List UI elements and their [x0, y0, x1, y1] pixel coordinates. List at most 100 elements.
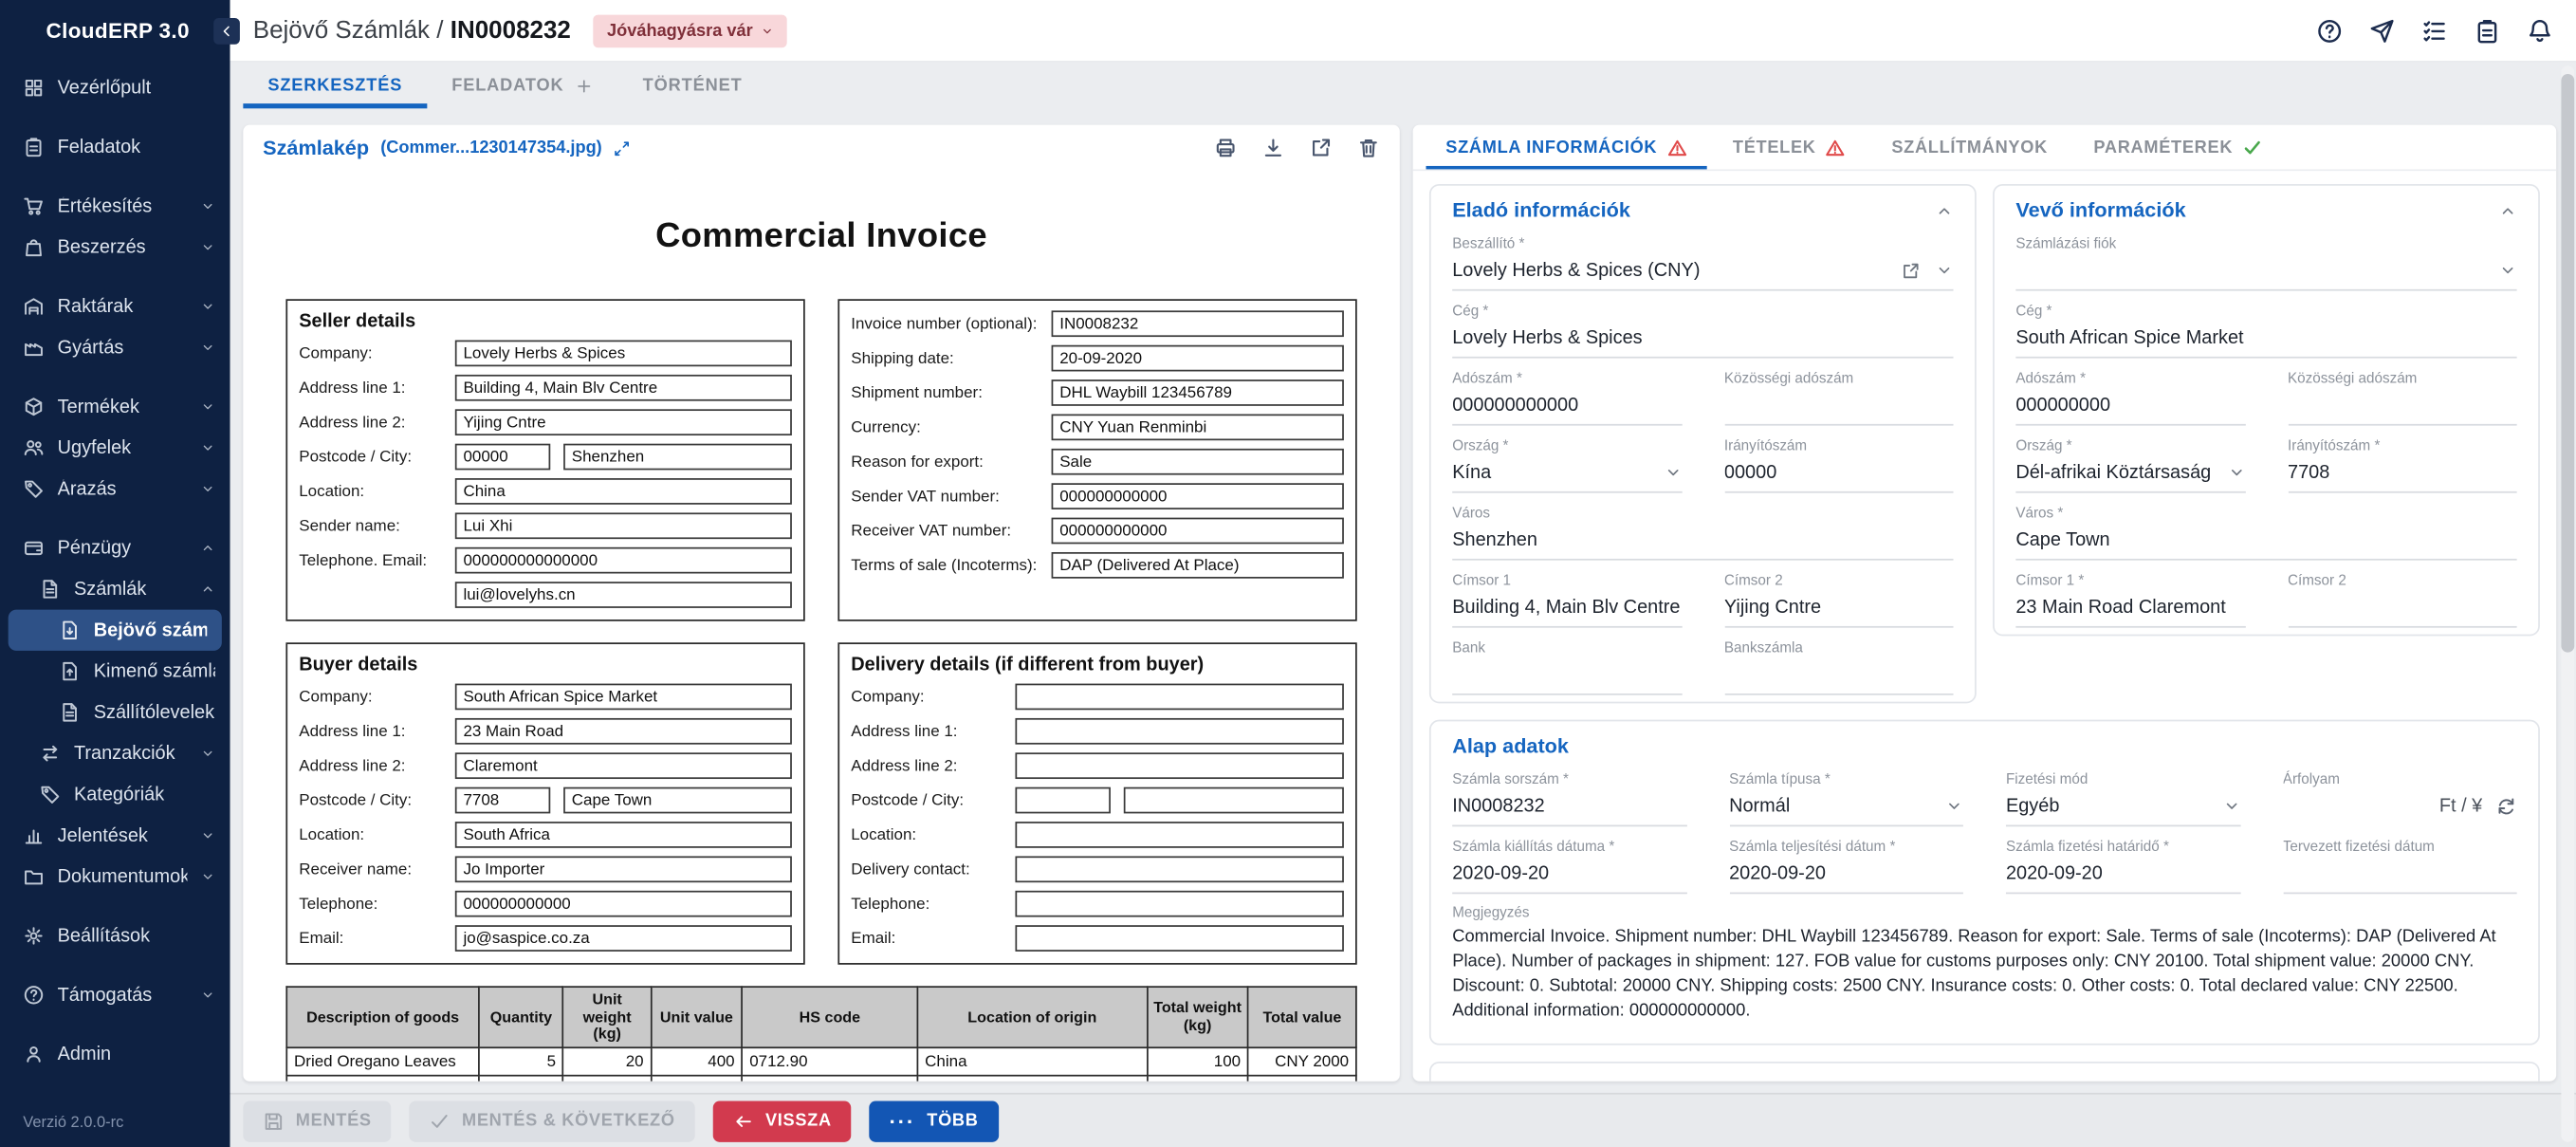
- sidebar-item-warehouses[interactable]: Raktárak: [0, 286, 230, 326]
- sidebar-item-categories[interactable]: Kategóriák: [0, 774, 230, 815]
- note-textarea[interactable]: Commercial Invoice. Shipment number: DHL…: [1452, 925, 2516, 1037]
- form-tab-shipments[interactable]: SZÁLLÍTMÁNYOK: [1872, 125, 2068, 170]
- refresh-rate-icon[interactable]: [2495, 795, 2517, 817]
- seller-zip-field[interactable]: Irányítószám 00000: [1724, 426, 1954, 493]
- seller-company-field[interactable]: Cég * Lovely Herbs & Spices: [1452, 291, 1953, 359]
- sidebar-item-support[interactable]: Támogatás: [0, 974, 230, 1015]
- sidebar-item-reports[interactable]: Jelentések: [0, 815, 230, 856]
- buyer-country-select[interactable]: Ország * Dél-afrikai Köztársaság: [2015, 426, 2245, 493]
- buyer-eu-tax-field[interactable]: Közösségi adószám: [2288, 359, 2517, 426]
- seller-country-select[interactable]: Ország * Kína: [1452, 426, 1682, 493]
- buyer-city-field[interactable]: Város * Cape Town: [2015, 493, 2516, 561]
- sidebar-item-products[interactable]: Termékek: [0, 386, 230, 427]
- bell-icon[interactable]: [2527, 17, 2553, 44]
- issue-date-field[interactable]: Számla kiállítás dátuma * 2020-09-20: [1452, 826, 1686, 894]
- sidebar-item-procurement[interactable]: Beszerzés: [0, 227, 230, 268]
- status-badge[interactable]: Jóváhagyásra vár: [594, 14, 787, 47]
- tab-history[interactable]: TÖRTÉNET: [618, 63, 767, 108]
- chevron-down-icon: [200, 199, 215, 214]
- chevron-down-icon[interactable]: [1945, 797, 1963, 815]
- sidebar-item-transactions[interactable]: Tranzakciók: [0, 733, 230, 774]
- form-tab-invoice-info[interactable]: SZÁMLA INFORMÁCIÓK: [1426, 125, 1706, 170]
- buyer-address2-field[interactable]: Címsor 2: [2288, 561, 2517, 628]
- seller-eu-tax-field[interactable]: Közösségi adószám: [1724, 359, 1954, 426]
- sidebar-item-customers[interactable]: Ügyfelek: [0, 427, 230, 468]
- doc-field-label: Location:: [851, 825, 1015, 843]
- form-tab-parameters[interactable]: PARAMÉTEREK: [2074, 125, 2282, 170]
- planned-payment-date-field[interactable]: Tervezett fizetési dátum: [2283, 826, 2517, 894]
- sidebar-item-label: Admin: [58, 1045, 215, 1064]
- clipboard-icon[interactable]: [2475, 17, 2501, 44]
- form-tab-items[interactable]: TÉTELEK: [1713, 125, 1865, 170]
- supplier-select-field[interactable]: Beszállító * Lovely Herbs & Spices (CNY): [1452, 224, 1953, 291]
- plus-icon[interactable]: [576, 77, 594, 95]
- scrollbar-thumb[interactable]: [2561, 74, 2574, 653]
- sidebar-collapse-button[interactable]: [213, 18, 240, 45]
- send-icon[interactable]: [2369, 17, 2396, 44]
- print-icon[interactable]: [1214, 137, 1237, 159]
- chevron-down-icon[interactable]: [2499, 261, 2517, 279]
- fit-toggle-icon[interactable]: [614, 139, 632, 157]
- more-button[interactable]: ··· TÖBB: [870, 1101, 999, 1141]
- doc-field-value: IN0008232: [1052, 310, 1344, 337]
- goods-col-header: Location of origin: [917, 987, 1147, 1047]
- collapse-section-icon[interactable]: [1935, 201, 1953, 219]
- sidebar-item-label: Számlák: [74, 580, 188, 600]
- open-external-icon[interactable]: [1310, 137, 1333, 159]
- payment-method-select[interactable]: Fizetési mód Egyéb: [2006, 759, 2240, 826]
- due-date-field[interactable]: Számla fizetési határidő * 2020-09-20: [2006, 826, 2240, 894]
- field-label: Város: [1452, 505, 1953, 521]
- billing-account-select[interactable]: Számlázási fiók: [2015, 224, 2516, 291]
- sidebar-item-incoming-invoices[interactable]: Bejövő számlák: [9, 610, 222, 651]
- collapse-section-icon[interactable]: [2499, 201, 2517, 219]
- sidebar-item-pricing[interactable]: Árazás: [0, 469, 230, 509]
- chevron-down-icon[interactable]: [1664, 463, 1682, 481]
- sidebar-item-settings[interactable]: Beállítások: [0, 916, 230, 956]
- seller-bank-field[interactable]: Bank: [1452, 628, 1682, 695]
- sidebar-item-dashboard[interactable]: Vezérlőpult: [0, 67, 230, 108]
- download-icon[interactable]: [1261, 137, 1284, 159]
- chevron-down-icon[interactable]: [1935, 261, 1953, 279]
- doc-field-value: Building 4, Main Blv Centre: [455, 375, 792, 401]
- sidebar-item-delivery-notes[interactable]: Szállítólevelek: [0, 692, 230, 732]
- sidebar-item-manufacturing[interactable]: Gyártás: [0, 327, 230, 368]
- sidebar-item-invoices[interactable]: Számlák: [0, 568, 230, 609]
- buyer-company-field[interactable]: Cég * South African Spice Market: [2015, 291, 2516, 359]
- seller-address1-field[interactable]: Címsor 1 Building 4, Main Blv Centre: [1452, 561, 1682, 628]
- sidebar-item-tasks[interactable]: Feladatok: [0, 126, 230, 167]
- back-button-label: VISSZA: [765, 1111, 832, 1131]
- seller-bank-account-field[interactable]: Bankszámla: [1724, 628, 1954, 695]
- invoice-number-field[interactable]: Számla sorszám * IN0008232: [1452, 759, 1686, 826]
- sidebar-item-sales[interactable]: Értékesítés: [0, 186, 230, 227]
- buyer-zip-field[interactable]: Irányítószám * 7708: [2288, 426, 2517, 493]
- doc-field-value: 7708: [455, 787, 550, 814]
- seller-tax-number-field[interactable]: Adószám * 000000000000: [1452, 359, 1682, 426]
- checklist-icon[interactable]: [2421, 17, 2448, 44]
- fulfilment-date-field[interactable]: Számla teljesítési dátum * 2020-09-20: [1729, 826, 1963, 894]
- exchange-rate-field[interactable]: Árfolyam Ft / ¥: [2283, 759, 2517, 826]
- tab-tasks[interactable]: FELADATOK: [427, 63, 617, 108]
- seller-address2-field[interactable]: Címsor 2 Yijing Cntre: [1724, 561, 1954, 628]
- back-button[interactable]: VISSZA: [713, 1101, 852, 1141]
- buyer-address1-field[interactable]: Címsor 1 * 23 Main Road Claremont: [2015, 561, 2245, 628]
- field-value: Lovely Herbs & Spices: [1452, 328, 1953, 348]
- sidebar-item-finance[interactable]: Pénzügy: [0, 527, 230, 568]
- help-icon[interactable]: [2316, 17, 2343, 44]
- seller-city-field[interactable]: Város Shenzhen: [1452, 493, 1953, 561]
- doc-field-value: CNY Yuan Renminbi: [1052, 414, 1344, 440]
- sidebar-item-documents[interactable]: Dokumentumok: [0, 856, 230, 897]
- sidebar-item-outgoing-invoices[interactable]: Kimenő számlák: [0, 651, 230, 692]
- buyer-tax-number-field[interactable]: Adószám * 000000000: [2015, 359, 2245, 426]
- open-supplier-icon[interactable]: [1901, 261, 1921, 281]
- invoice-type-select[interactable]: Számla típusa * Normál: [1729, 759, 1963, 826]
- save-and-next-button[interactable]: MENTÉS & KÖVETKEZŐ: [410, 1101, 695, 1141]
- sidebar-item-admin[interactable]: Admin: [0, 1034, 230, 1075]
- doc-field-value: South Africa: [455, 822, 792, 848]
- scrollbar[interactable]: [2561, 65, 2574, 1142]
- chevron-down-icon[interactable]: [2227, 463, 2245, 481]
- chevron-down-icon[interactable]: [2222, 797, 2240, 815]
- save-button[interactable]: MENTÉS: [243, 1101, 391, 1141]
- incoming-invoice-icon: [59, 620, 81, 641]
- trash-icon[interactable]: [1357, 137, 1380, 159]
- tab-edit[interactable]: SZERKESZTÉS: [243, 63, 427, 108]
